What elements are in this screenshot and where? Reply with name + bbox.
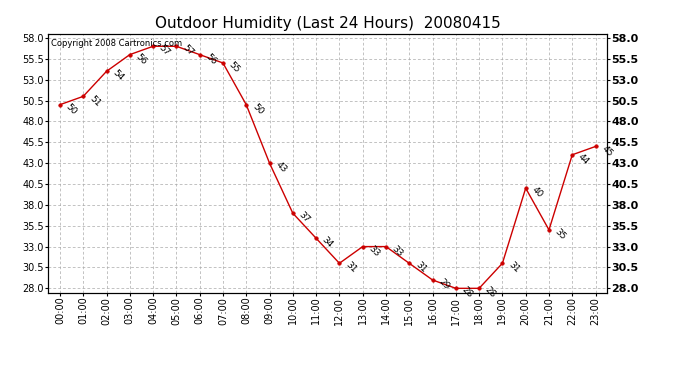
Text: 43: 43 (274, 160, 288, 175)
Text: 35: 35 (553, 227, 568, 242)
Text: 54: 54 (110, 69, 125, 83)
Text: 51: 51 (88, 94, 102, 108)
Text: 28: 28 (460, 285, 475, 300)
Text: 50: 50 (250, 102, 265, 116)
Text: 56: 56 (204, 52, 218, 66)
Text: 45: 45 (600, 144, 614, 158)
Text: 40: 40 (530, 185, 544, 200)
Text: Copyright 2008 Cartronics.com: Copyright 2008 Cartronics.com (51, 39, 182, 48)
Text: 33: 33 (390, 244, 404, 258)
Text: 44: 44 (576, 152, 591, 166)
Text: 55: 55 (227, 60, 242, 75)
Text: 56: 56 (134, 52, 148, 66)
Text: 28: 28 (483, 285, 497, 300)
Text: 34: 34 (320, 236, 335, 250)
Text: 31: 31 (413, 261, 428, 275)
Text: 29: 29 (437, 277, 451, 292)
Title: Outdoor Humidity (Last 24 Hours)  20080415: Outdoor Humidity (Last 24 Hours) 2008041… (155, 16, 501, 31)
Text: 33: 33 (367, 244, 382, 258)
Text: 50: 50 (64, 102, 79, 116)
Text: 31: 31 (506, 261, 521, 275)
Text: 57: 57 (181, 44, 195, 58)
Text: 57: 57 (157, 44, 172, 58)
Text: 31: 31 (344, 261, 358, 275)
Text: 37: 37 (297, 210, 311, 225)
